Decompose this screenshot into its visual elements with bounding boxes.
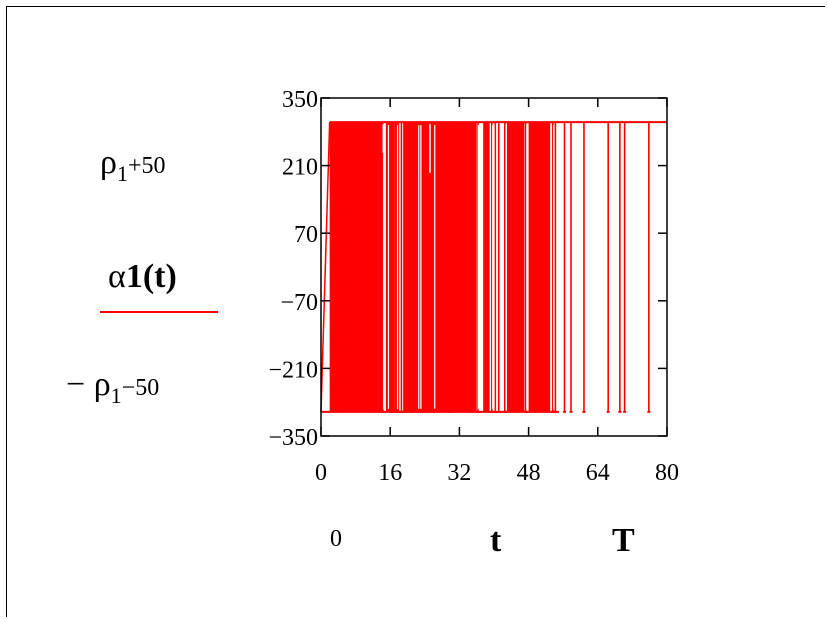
y-tick-label: 210 — [282, 155, 318, 181]
trace-dense-block — [385, 122, 395, 412]
x-upper-limit: T — [612, 522, 635, 559]
axis-layer — [320, 97, 668, 437]
window-frame — [6, 6, 825, 617]
plot-frame — [320, 97, 668, 437]
rho-symbol: ρ — [100, 144, 117, 181]
trace-dense-block — [528, 122, 551, 412]
x-variable: t — [490, 522, 502, 559]
upper-limit-expr: ρ1+50 — [100, 144, 166, 185]
legend-line-swatch — [100, 311, 218, 313]
x-tick-label: 32 — [447, 460, 471, 486]
trace-layer — [320, 121, 667, 413]
x-lower-limit: 0 — [330, 526, 342, 552]
tick-label-layer: 0 16 32 48 64 80 350 210 70 −70 −210 −350 — [268, 87, 679, 486]
x-tick-label: 48 — [517, 460, 541, 486]
trace-initial-rise — [320, 122, 331, 412]
y-tick-label: 70 — [294, 222, 318, 248]
legend-function: 1(t) — [125, 258, 177, 295]
lower-limit-expr: − ρ1−50 — [66, 366, 160, 407]
y-tick-label: −350 — [268, 425, 318, 451]
rho-subscript-lower: 1 — [110, 383, 122, 408]
trace-dense-block — [506, 122, 525, 412]
trace-dense-block — [483, 122, 490, 412]
x-tick-label: 16 — [378, 460, 402, 486]
rho-symbol-lower: ρ — [93, 366, 111, 403]
rho-subscript: 1 — [116, 161, 128, 186]
y-tick-label: −210 — [268, 357, 318, 383]
y-tick-label: 350 — [282, 87, 318, 113]
alpha-symbol: α — [108, 258, 126, 295]
trace-dense-block — [403, 122, 477, 412]
x-tick-label: 64 — [586, 460, 610, 486]
legend-expression: α1(t) — [108, 260, 177, 294]
x-tick-label: 80 — [655, 460, 679, 486]
minus-sign: − — [66, 366, 94, 403]
x-tick-label: 0 — [315, 460, 327, 486]
upper-offset: +50 — [127, 153, 166, 179]
y-tick-label: −70 — [280, 290, 318, 316]
trace-dense-block — [329, 122, 382, 412]
lower-offset: −50 — [121, 375, 160, 401]
